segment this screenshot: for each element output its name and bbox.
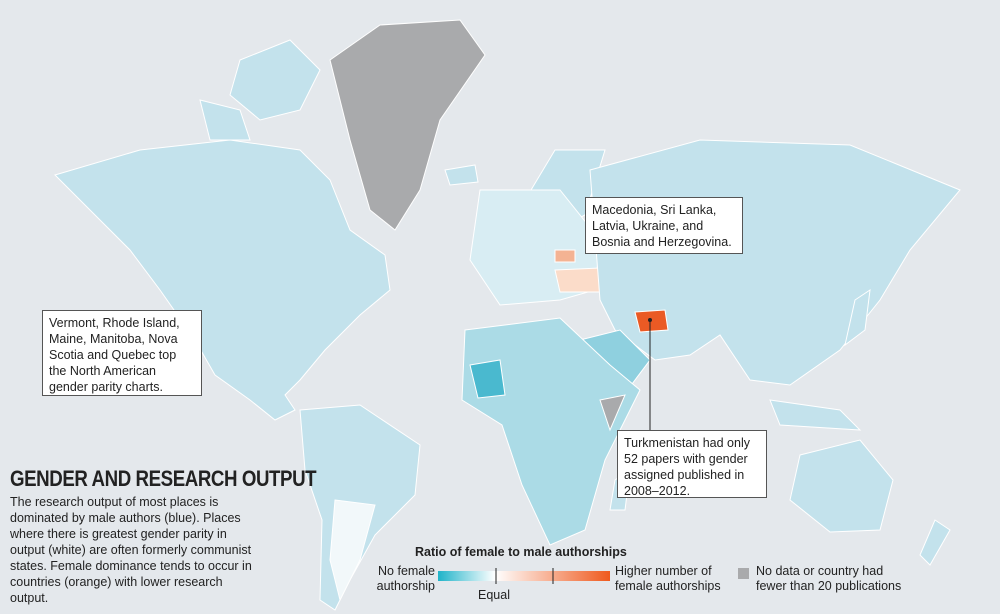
somalia <box>599 394 626 432</box>
ukraine <box>554 267 601 293</box>
asia <box>589 139 961 386</box>
australia <box>789 439 894 533</box>
legend-gradient <box>438 571 610 581</box>
legend-label: No female authorship <box>376 564 435 593</box>
iceland <box>444 164 479 186</box>
arctic-islands <box>199 99 251 141</box>
legend-label: Equal <box>478 588 510 602</box>
greenland <box>329 19 486 231</box>
argentina <box>329 499 376 602</box>
africa <box>461 317 641 546</box>
annotation: Macedonia, Sri Lanka, Latvia, Ukraine, a… <box>585 197 743 254</box>
indonesia <box>769 399 862 431</box>
new-zealand <box>919 519 951 566</box>
legend-swatch <box>738 568 749 579</box>
legend-label: Higher number of female authorships <box>615 564 721 593</box>
legend-label: No data or country had fewer than 20 pub… <box>756 564 902 593</box>
annotation: Vermont, Rhode Island, Maine, Manitoba, … <box>42 310 202 396</box>
japan <box>844 288 871 347</box>
legend-title: Ratio of female to male authorships <box>415 545 627 559</box>
annotation: Turkmenistan had only 52 papers with gen… <box>617 430 767 498</box>
description: The research output of most places is do… <box>10 495 252 605</box>
arctic-islands <box>229 39 321 121</box>
title: GENDER AND RESEARCH OUTPUT <box>10 466 317 491</box>
latvia <box>554 249 576 263</box>
mauritania <box>469 359 506 399</box>
north-america <box>54 139 391 421</box>
